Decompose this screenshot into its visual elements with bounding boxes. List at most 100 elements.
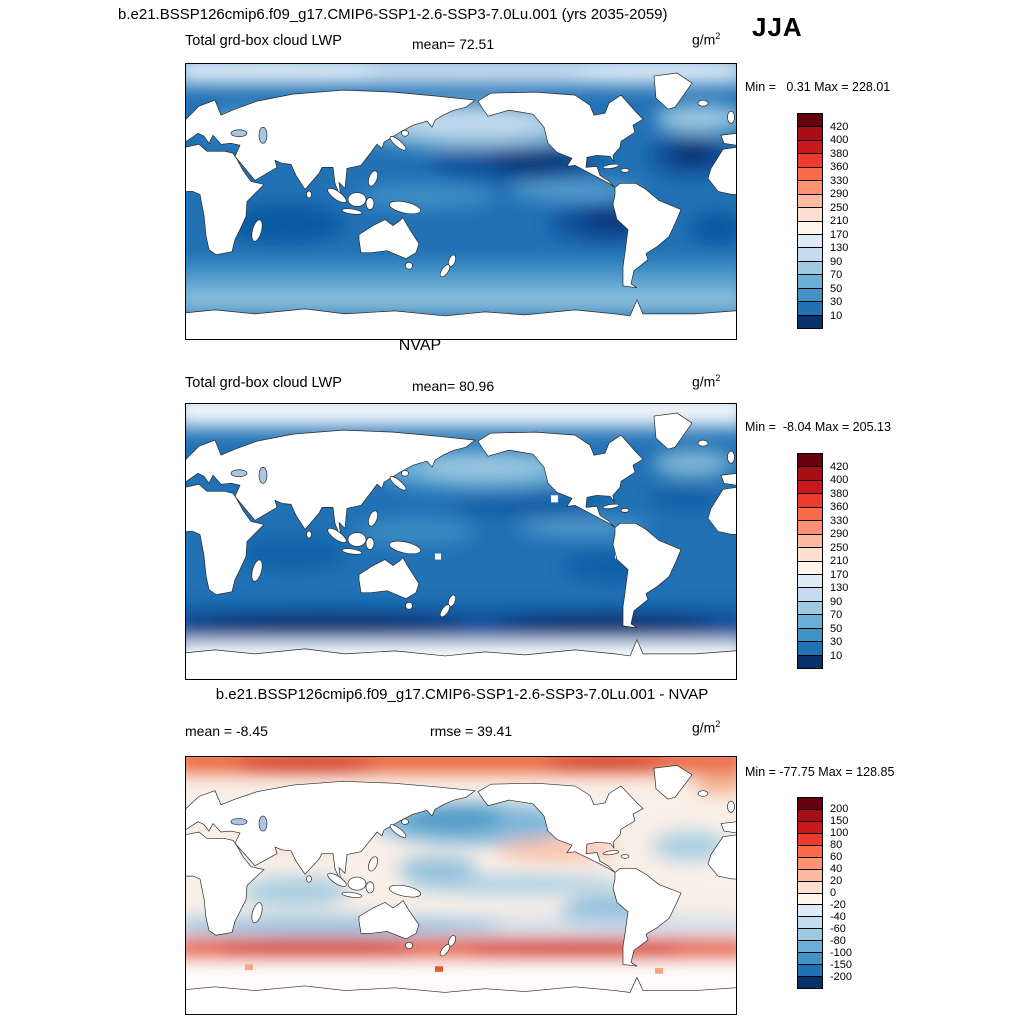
colorbar-tick-label: 50 [830,622,843,635]
colorbar-tick-label: 70 [830,269,843,281]
colorbar-tick-label: 420 [830,460,849,473]
colorbar-cell [798,494,822,508]
colorbar-cell [798,655,822,668]
colorbar-cell [798,140,822,155]
panel2-mean-stat: mean= 80.96 [412,378,495,394]
colorbar-cell [798,977,822,988]
map-observations [185,403,737,680]
colorbar-cell [798,905,822,918]
colorbar-tick-label: 170 [830,228,849,241]
colorbar-tick-label: 380 [830,487,849,500]
units-base: g/m [692,373,716,390]
colorbar-cell [798,601,822,616]
season-label: JJA [752,12,803,42]
colorbar-cell [798,248,822,262]
panel3-rmse-stat: rmse = 39.41 [430,723,513,739]
colorbar-tick-label: -20 [830,899,846,911]
colorbar-cell [798,881,822,894]
colorbar-tick-label: 130 [830,242,849,254]
colorbar-cell [798,615,822,629]
colorbar-tick-label: 70 [830,609,843,621]
colorbar-cell [798,628,822,643]
colorbar-cell [798,221,822,235]
panel1-minmax: Min = 0.31 Max = 228.01 [745,80,891,94]
colorbar-cell [798,302,822,316]
colorbar-cell [798,480,822,495]
colorbar-cell [798,833,822,846]
colorbar-tick-label: 130 [830,582,849,594]
colorbar-cell [798,194,822,209]
colorbar-cell [798,917,822,930]
colorbar-tick-label: 330 [830,514,849,527]
panel3-title: b.e21.BSSP126cmip6.f09_g17.CMIP6-SSP1-2.… [215,686,709,703]
colorbar-cell [798,561,822,575]
panel3-units-label: g/m2 [692,719,720,736]
colorbar-tick-label: -60 [830,923,846,935]
colorbar-tick-label: 250 [830,541,849,554]
colorbar-tick-label: 30 [830,636,843,648]
units-exponent: 2 [715,31,721,41]
colorbar-tick-label: 380 [830,147,849,160]
colorbar-tick-label: 150 [830,815,849,827]
colorbar-tick-label: 90 [830,595,843,608]
colorbar-cell [798,261,822,276]
colorbar-tick-label: 200 [830,803,849,815]
colorbar-cell [798,315,822,328]
colorbar-cell [798,869,822,882]
colorbar-cell [798,534,822,549]
panel3-mean-stat: mean = -8.45 [185,723,268,739]
colorbar-tick-label: -200 [830,971,853,983]
colorbar-cell [798,798,822,810]
figure-title: b.e21.BSSP126cmip6.f09_g17.CMIP6-SSP1-2.… [118,6,668,23]
colorbar-tick-label: -80 [830,935,846,947]
colorbar-cell [798,941,822,954]
colorbar-cell [798,521,822,535]
colorbar-cell [798,809,822,822]
colorbar-tick-label: 290 [830,188,849,200]
colorbar-tick-label: 20 [830,875,843,887]
panel1-mean-stat: mean= 72.51 [412,36,495,52]
panel1-units-label: g/m2 [692,31,720,48]
map-frame [185,403,737,680]
colorbar-cell [798,642,822,656]
units-exponent: 2 [715,719,721,729]
panel1-variable-label: Total grd-box cloud LWP [185,33,342,49]
colorbar-cell [798,965,822,978]
colorbar-tick-label: -40 [830,911,846,923]
colorbar-cell [798,893,822,906]
units-base: g/m [692,31,716,48]
map-model [185,63,737,340]
colorbar-tick-label: 40 [830,863,843,875]
colorbar-tick-label: 50 [830,282,843,295]
colorbar-cell [798,454,822,468]
units-exponent: 2 [715,373,721,383]
colorbar-difference [797,797,823,989]
colorbar-cell [798,208,822,222]
colorbar-cell [798,588,822,602]
colorbar-cell [798,845,822,858]
colorbar-tick-label: 210 [830,215,849,227]
colorbar-tick-label: 250 [830,201,849,214]
colorbar-cell [798,275,822,289]
colorbar-cell [798,181,822,195]
panel3-minmax: Min = -77.75 Max = 128.85 [745,765,895,779]
panel2-variable-label: Total grd-box cloud LWP [185,375,342,391]
colorbar-tick-label: 210 [830,555,849,567]
colorbar-tick-label: 100 [830,827,849,839]
colorbar-tick-label: 10 [830,649,843,662]
colorbar-cell [798,953,822,966]
colorbar-tick-label: -100 [830,947,853,959]
colorbar-tick-label: 30 [830,296,843,308]
colorbar-tick-label: 0 [830,887,837,899]
colorbar-tick-label: 10 [830,309,843,322]
colorbar-cell [798,857,822,870]
units-base: g/m [692,719,716,736]
colorbar-tick-label: 80 [830,839,843,851]
colorbar-labels-observations: 420 400 380 360 330 290 250 210 170 130 90 70 50 30 10 [830,453,872,669]
colorbar-labels-model: 420 400 380 360 330 290 250 210 170 130 90 70 50 30 10 [830,113,872,329]
colorbar-tick-label: 400 [830,134,849,146]
colorbar-cell [798,574,822,589]
panel2-units-label: g/m2 [692,373,720,390]
residual-difference-blocks [245,964,663,974]
